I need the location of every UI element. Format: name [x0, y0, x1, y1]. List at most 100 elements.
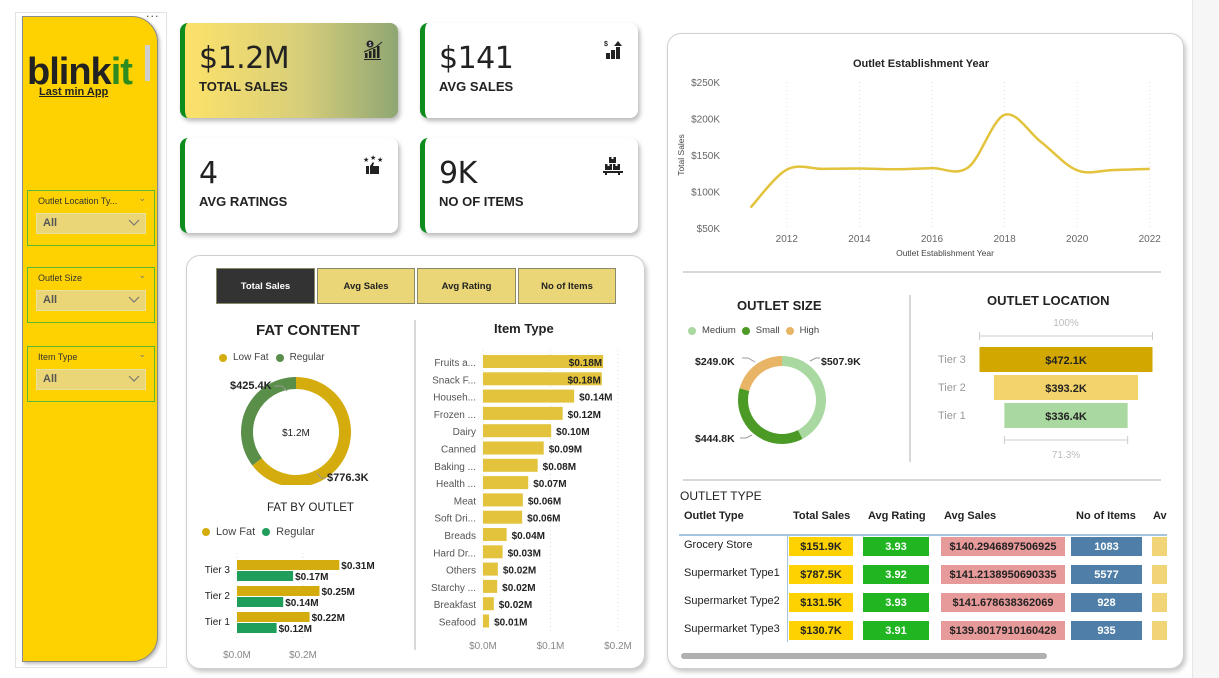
y-tick-label: $50K	[697, 224, 721, 235]
slicer-item-type: Item Type ⌄ All	[27, 346, 155, 402]
legend-dot-regular	[275, 353, 284, 362]
data-label: $0.09M	[549, 445, 582, 456]
kpi-value: 4	[199, 156, 218, 191]
tab-avg-rating[interactable]: Avg Rating	[417, 268, 516, 304]
category-label: Snack F...	[432, 375, 476, 386]
bar-item-type	[483, 424, 552, 438]
chart-background	[672, 50, 1170, 263]
outlet-type-title: OUTLET TYPE	[680, 489, 762, 503]
leader-line	[742, 357, 756, 363]
outlet-size-title: OUTLET SIZE	[737, 298, 822, 313]
category-label: Dairy	[453, 427, 476, 438]
y-tick-label: $150K	[691, 151, 720, 162]
item-type-chart: Fruits a... $0.18M Snack F... $0.18M Househ.…	[431, 350, 632, 652]
fat-by-outlet-chart: Tier 3 $0.31M $0.17M Tier 2 $0.25M $0.14M Tier…	[205, 553, 375, 661]
category-label: Canned	[441, 445, 476, 456]
bar-item-type	[483, 458, 538, 472]
x-tick-label: $0.0M	[469, 641, 497, 652]
category-label: Tier 1	[938, 410, 966, 422]
bar-regular	[237, 623, 277, 633]
bottom-percent-label: 71.3%	[1052, 450, 1080, 461]
column-header-outlet-type[interactable]: Outlet Type	[684, 510, 744, 522]
data-label: $0.04M	[512, 531, 545, 542]
cell-no-of-items: 5577	[1071, 565, 1142, 584]
item-type-dropdown[interactable]: All	[36, 369, 146, 390]
column-separator	[787, 536, 788, 642]
data-label: $0.06M	[528, 496, 561, 507]
data-label: $0.10M	[556, 427, 589, 438]
bar-item-type	[483, 528, 507, 541]
data-label: $0.08M	[543, 462, 576, 473]
panel-divider	[683, 271, 1161, 273]
tab-total-sales[interactable]: Total Sales	[216, 268, 315, 304]
data-label-high: $249.0K	[695, 356, 735, 368]
bar-item-type	[483, 355, 604, 368]
svg-text:★: ★	[370, 154, 376, 162]
logo-text: blink	[27, 51, 112, 93]
tab-no-of-items[interactable]: No of Items	[518, 268, 616, 304]
y-axis-title: Total Sales	[676, 134, 686, 176]
bar-item-type	[483, 372, 602, 386]
y-tick-label: $200K	[691, 115, 720, 126]
leader-line	[274, 385, 288, 392]
data-label-medium: $507.9K	[821, 356, 861, 368]
outlet-size-dropdown[interactable]: All	[36, 290, 146, 311]
slicer-outlet-location: Outlet Location Ty... ⌄ All	[27, 190, 155, 246]
legend-label: Small	[755, 325, 780, 336]
panel-divider	[414, 320, 416, 650]
donut-center-label: $1.2M	[282, 428, 310, 439]
bar-item-type	[483, 562, 498, 576]
cell-total-sales: $151.9K	[789, 537, 853, 556]
donut-slice-low-fat	[252, 377, 351, 485]
y-tick-label: $250K	[691, 78, 720, 89]
horizontal-scrollbar[interactable]	[681, 653, 1047, 659]
stacked-boxes-icon	[603, 157, 623, 175]
leader-line	[809, 357, 820, 362]
column-header-extra[interactable]: Av	[1153, 510, 1167, 522]
cell-avg-rating: 3.91	[863, 621, 929, 640]
data-label: $0.07M	[533, 479, 566, 490]
column-header-avg-rating[interactable]: Avg Rating	[868, 510, 926, 522]
category-label: Tier 1	[205, 617, 231, 628]
outlet-type-table: Outlet Type Total Sales Avg Rating Avg S…	[679, 510, 1167, 646]
chevron-down-icon	[128, 296, 140, 303]
category-label: Baking ...	[434, 462, 476, 473]
data-label: $0.02M	[503, 566, 536, 577]
category-label: Frozen ...	[434, 410, 476, 421]
column-header-no-of-items[interactable]: No of Items	[1076, 510, 1136, 522]
legend-dot-low-fat	[202, 528, 210, 536]
bar-item-type	[483, 579, 498, 593]
data-label: $0.25M	[322, 587, 355, 598]
column-header-avg-sales[interactable]: Avg Sales	[944, 510, 997, 522]
donut-slice-medium	[782, 356, 826, 439]
collapse-chevron-icon[interactable]: ⌄	[138, 194, 146, 204]
donut-slice-small	[738, 388, 803, 444]
bar-item-type	[483, 614, 490, 628]
tab-avg-sales[interactable]: Avg Sales	[317, 268, 415, 304]
slicer-outlet-size: Outlet Size ⌄ All	[27, 267, 155, 323]
y-tick-label: $100K	[691, 188, 720, 199]
sales-growth-icon: $	[363, 40, 383, 60]
cell-no-of-items: 1083	[1071, 537, 1142, 556]
chevron-down-icon	[128, 375, 140, 382]
cell-extra	[1152, 565, 1167, 584]
kpi-total-sales: $1.2M TOTAL SALES $	[180, 23, 398, 118]
collapse-chevron-icon[interactable]: ⌄	[138, 350, 146, 360]
column-header-total-sales[interactable]: Total Sales	[793, 510, 851, 522]
establishment-year-chart: Outlet Establishment Year 2012 2014 2016 201…	[672, 50, 1170, 263]
outlet-location-dropdown[interactable]: All	[36, 213, 146, 234]
collapse-chevron-icon[interactable]: ⌄	[138, 271, 146, 281]
fat-content-donut: $1.2M $425.4K $776.3K	[230, 377, 369, 485]
legend-dot-low-fat	[219, 353, 227, 362]
slicer-title: Outlet Location Ty...	[38, 196, 118, 206]
more-options-icon[interactable]: ···	[146, 10, 160, 23]
panel-divider	[683, 479, 1161, 481]
chart-title: Outlet Establishment Year	[853, 58, 990, 70]
funnel-bar-tier-2	[993, 375, 1139, 400]
outlet-size-donut: $507.9K $249.0K $444.8K	[695, 356, 861, 445]
cell-outlet-type: Grocery Store	[684, 539, 753, 551]
x-tick-label: 2022	[1139, 234, 1162, 245]
bar-regular	[237, 597, 284, 607]
tagline-link[interactable]: Last min App	[39, 86, 109, 98]
kpi-value: $141	[439, 41, 514, 76]
